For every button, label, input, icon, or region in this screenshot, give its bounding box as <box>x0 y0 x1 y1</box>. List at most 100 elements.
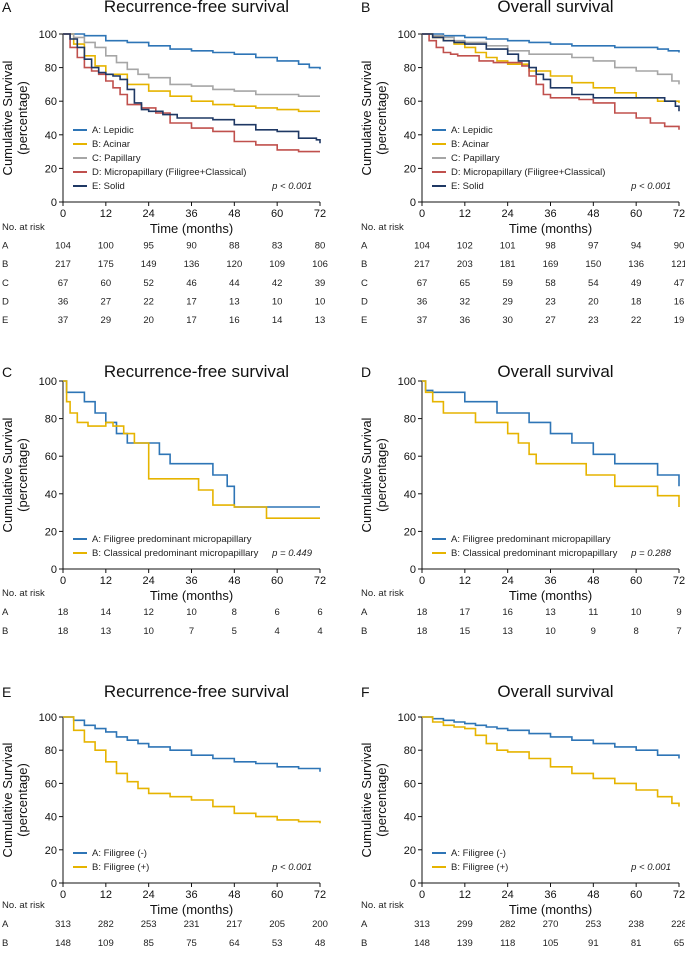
risk-count: 10 <box>545 626 556 637</box>
risk-count: 16 <box>229 315 240 326</box>
risk-row-label: A <box>2 241 9 252</box>
y-tick-label: 60 <box>404 778 416 790</box>
risk-count: 169 <box>543 259 559 270</box>
risk-count: 109 <box>98 938 114 949</box>
y-tick-label: 80 <box>404 63 416 75</box>
y-axis-title-line2: (percentage) <box>15 81 30 155</box>
y-tick-label: 100 <box>39 376 57 388</box>
risk-count: 64 <box>229 938 240 949</box>
risk-count: 205 <box>269 919 285 930</box>
risk-count: 13 <box>315 315 326 326</box>
panel-letter: F <box>361 684 370 700</box>
risk-count: 13 <box>101 626 112 637</box>
survival-curve-2 <box>63 380 320 519</box>
y-tick-label: 80 <box>404 745 416 757</box>
y-tick-label: 80 <box>45 63 57 75</box>
risk-count: 7 <box>189 626 194 637</box>
risk-count: 102 <box>457 241 473 252</box>
risk-count: 36 <box>417 296 428 307</box>
risk-table-header: No. at risk <box>361 900 404 911</box>
legend-label: D: Micropapillary (Filigree+Classical) <box>92 167 246 178</box>
risk-count: 65 <box>460 278 471 289</box>
y-tick-label: 80 <box>404 414 416 426</box>
x-tick-label: 36 <box>185 575 197 587</box>
y-axis-title: Cumulative Survival(percentage) <box>359 417 389 532</box>
risk-count: 17 <box>186 296 197 307</box>
risk-count: 299 <box>457 919 473 930</box>
p-value: p < 0.001 <box>630 181 671 192</box>
risk-count: 4 <box>275 626 280 637</box>
risk-count: 15 <box>460 626 471 637</box>
y-axis-title-line2: (percentage) <box>374 81 389 155</box>
risk-count: 23 <box>588 315 599 326</box>
x-tick-label: 24 <box>143 889 155 901</box>
chart-title: Overall survival <box>497 682 613 701</box>
risk-count: 20 <box>143 315 154 326</box>
risk-count: 10 <box>315 296 326 307</box>
x-tick-label: 72 <box>314 889 326 901</box>
risk-table-header: No. at risk <box>2 900 45 911</box>
risk-row-label: D <box>2 296 9 307</box>
survival-curve-2 <box>63 716 321 824</box>
y-tick-label: 20 <box>404 163 416 175</box>
risk-row-label: B <box>2 259 8 270</box>
risk-count: 58 <box>545 278 556 289</box>
risk-count: 136 <box>628 259 644 270</box>
x-tick-label: 36 <box>544 575 556 587</box>
legend-label: B: Acinar <box>92 139 130 150</box>
panel-a: A Recurrence-free survival Cumulative Surv… <box>0 0 328 326</box>
risk-count: 217 <box>55 259 71 270</box>
survival-curve-1 <box>422 716 680 759</box>
y-axis-title: Cumulative Survival(percentage) <box>359 742 389 857</box>
risk-count: 17 <box>186 315 197 326</box>
risk-count: 253 <box>141 919 157 930</box>
survival-curve-5 <box>422 33 680 112</box>
risk-count: 80 <box>315 241 326 252</box>
x-tick-label: 60 <box>271 575 283 587</box>
y-tick-label: 60 <box>45 96 57 108</box>
risk-count: 46 <box>186 278 197 289</box>
x-tick-label: 72 <box>673 889 685 901</box>
y-tick-label: 40 <box>404 130 416 142</box>
y-tick-label: 40 <box>45 489 57 501</box>
x-axis-title: Time (months) <box>150 902 233 917</box>
risk-count: 81 <box>631 938 642 949</box>
legend-label: A: Lepidic <box>92 125 134 136</box>
risk-count: 106 <box>312 259 328 270</box>
risk-count: 36 <box>58 296 69 307</box>
panel-f: F Overall survival Cumulative Survival(per… <box>359 682 685 949</box>
legend-label: C: Papillary <box>92 153 141 164</box>
y-axis-title-line2: (percentage) <box>15 438 30 512</box>
risk-count: 238 <box>628 919 644 930</box>
x-tick-label: 48 <box>228 208 240 220</box>
risk-count: 67 <box>417 278 428 289</box>
risk-count: 75 <box>186 938 197 949</box>
risk-count: 48 <box>315 938 326 949</box>
risk-count: 217 <box>226 919 242 930</box>
risk-count: 6 <box>275 607 280 618</box>
risk-count: 13 <box>229 296 240 307</box>
legend-label: A: Lepidic <box>451 125 493 136</box>
x-tick-label: 48 <box>228 575 240 587</box>
p-value: p = 0.449 <box>271 548 313 559</box>
legend-label: B: Acinar <box>451 139 489 150</box>
risk-count: 22 <box>143 296 154 307</box>
y-tick-label: 0 <box>410 878 416 890</box>
x-tick-label: 48 <box>228 889 240 901</box>
risk-count: 14 <box>101 607 112 618</box>
y-tick-label: 100 <box>398 29 416 41</box>
y-axis-title-line1: Cumulative Survival <box>359 742 374 857</box>
legend-label: A: Filigree predominant micropapillary <box>451 534 611 545</box>
survival-curve-1 <box>63 33 321 70</box>
risk-count: 29 <box>101 315 112 326</box>
risk-count: 10 <box>186 607 197 618</box>
risk-count: 32 <box>460 296 471 307</box>
y-tick-label: 40 <box>404 812 416 824</box>
risk-count: 5 <box>232 626 237 637</box>
survival-curve-2 <box>63 33 320 113</box>
risk-count: 22 <box>631 315 642 326</box>
risk-count: 39 <box>315 278 326 289</box>
risk-row-label: C <box>2 278 9 289</box>
y-tick-label: 100 <box>39 712 57 724</box>
